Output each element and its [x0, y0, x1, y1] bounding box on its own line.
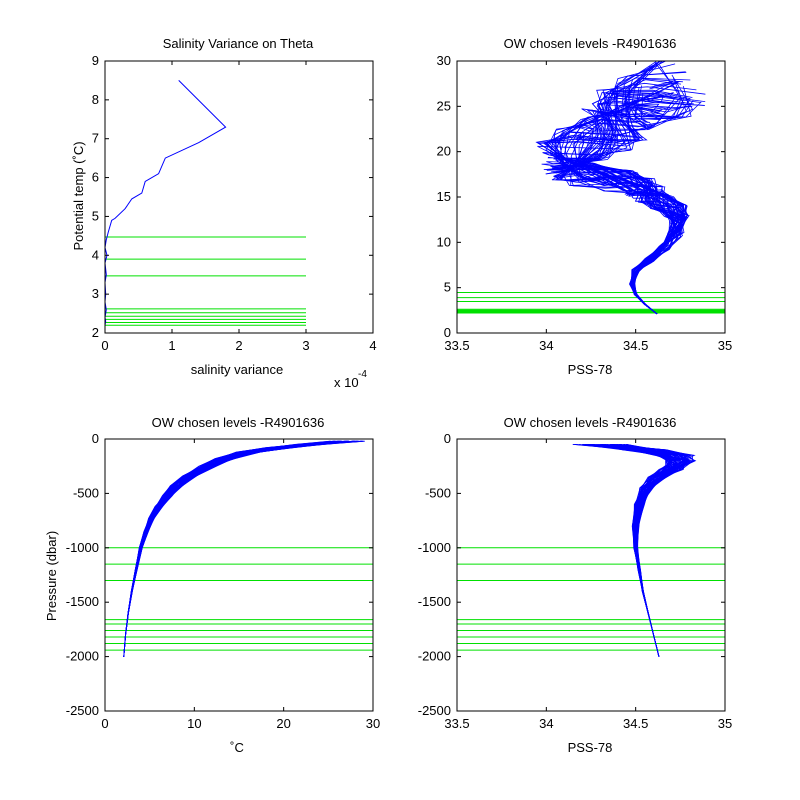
- panel-0-data-layer: [105, 80, 306, 332]
- y-tick-label: 9: [92, 53, 99, 68]
- y-tick-label: 4: [92, 247, 99, 262]
- y-tick-label: 6: [92, 170, 99, 185]
- x-tick-label: 0: [101, 716, 108, 731]
- panel-0-ylabel: Potential temp (˚C): [71, 141, 86, 250]
- float-profile-line: [591, 444, 686, 657]
- axes-box: [104, 438, 374, 712]
- panel-2-plot: 0 10 20 30 -2500 -2000 -1500 -1000 -500 0: [66, 431, 380, 731]
- panel-0-exponent-label: x 10: [334, 375, 359, 390]
- float-profile-line: [551, 101, 702, 315]
- x-tick-label: 0: [101, 338, 108, 353]
- y-tick-label: 25: [437, 98, 451, 113]
- y-tick-label: 20: [437, 144, 451, 159]
- axes-box: [456, 438, 726, 712]
- x-tick-label: 20: [276, 716, 290, 731]
- panel-1-data-layer: [457, 61, 725, 315]
- x-tick-label: 30: [366, 716, 380, 731]
- x-tick-label: 4: [369, 338, 376, 353]
- y-tick-label: 8: [92, 92, 99, 107]
- y-tick-label: 3: [92, 286, 99, 301]
- y-tick-label: -1500: [66, 594, 99, 609]
- x-tick-label: 34.5: [623, 338, 648, 353]
- panel-0-xlabel: salinity variance: [191, 362, 284, 377]
- panel-3-data-layer: [457, 444, 725, 657]
- panel-2-xlabel: ˚C: [230, 740, 244, 755]
- x-tick-label: 35: [718, 338, 732, 353]
- y-tick-label: -500: [425, 485, 451, 500]
- y-tick-label: 0: [92, 431, 99, 446]
- y-tick-label: -2000: [66, 649, 99, 664]
- panel-2-ylabel: Pressure (dbar): [44, 531, 59, 621]
- float-profile-line: [578, 80, 677, 315]
- float-profile-line: [544, 62, 685, 315]
- y-tick-label: 0: [444, 431, 451, 446]
- float-profile-line: [545, 96, 705, 315]
- x-tick-label: 2: [235, 338, 242, 353]
- x-tick-label: 33.5: [444, 338, 469, 353]
- y-tick-label: -1500: [418, 594, 451, 609]
- panel-2-title: OW chosen levels -R4901636: [152, 415, 325, 430]
- y-tick-label: 2: [92, 325, 99, 340]
- panel-pressure-salinity: OW chosen levels -R4901636 PSS-78 33.5 34…: [418, 415, 732, 755]
- y-tick-label: -500: [73, 485, 99, 500]
- y-tick-label: 7: [92, 131, 99, 146]
- panel-1-plot: 33.5 34 34.5 35 0 5 10 15 20 25 30: [437, 53, 733, 353]
- x-tick-label: 1: [168, 338, 175, 353]
- y-tick-label: 30: [437, 53, 451, 68]
- panel-0-plot: 0 1 2 3 4 2 3 4 5 6 7 8 9: [92, 53, 377, 353]
- x-tick-label: 3: [302, 338, 309, 353]
- y-tick-label: 5: [444, 280, 451, 295]
- x-tick-label: 35: [718, 716, 732, 731]
- panel-3-plot: 33.5 34 34.5 35 -2500 -2000 -1500 -1000 -500 0: [418, 431, 732, 731]
- panel-theta-salinity: OW chosen levels -R4901636 PSS-78 33.5 34…: [437, 36, 733, 377]
- x-tick-label: 34.5: [623, 716, 648, 731]
- y-tick-label: 10: [437, 234, 451, 249]
- x-tick-label: 10: [187, 716, 201, 731]
- y-tick-label: 15: [437, 189, 451, 204]
- x-tick-label: 34: [539, 716, 553, 731]
- float-profile-line: [123, 440, 339, 657]
- panel-0-exponent: -4: [358, 369, 367, 380]
- float-profile-line: [537, 61, 686, 315]
- panel-1-title: OW chosen levels -R4901636: [504, 36, 677, 51]
- panel-3-title: OW chosen levels -R4901636: [504, 415, 677, 430]
- float-profile-line: [537, 63, 688, 315]
- panel-1-xlabel: PSS-78: [568, 362, 613, 377]
- variance-profile-line: [105, 80, 227, 332]
- y-tick-label: -1000: [66, 540, 99, 555]
- y-tick-label: -2000: [418, 649, 451, 664]
- y-tick-label: -1000: [418, 540, 451, 555]
- x-tick-label: 33.5: [444, 716, 469, 731]
- float-profile-line: [575, 62, 680, 315]
- panel-salinity-variance: Salinity Variance on Theta Potential tem…: [71, 36, 377, 390]
- panel-2-data-layer: [105, 440, 373, 657]
- y-tick-label: 0: [444, 325, 451, 340]
- panel-0-title: Salinity Variance on Theta: [163, 36, 314, 51]
- x-tick-label: 34: [539, 338, 553, 353]
- panel-pressure-temperature: OW chosen levels -R4901636 Pressure (dba…: [44, 415, 380, 755]
- y-tick-label: -2500: [418, 703, 451, 718]
- y-tick-label: -2500: [66, 703, 99, 718]
- y-tick-label: 5: [92, 208, 99, 223]
- panel-3-xlabel: PSS-78: [568, 740, 613, 755]
